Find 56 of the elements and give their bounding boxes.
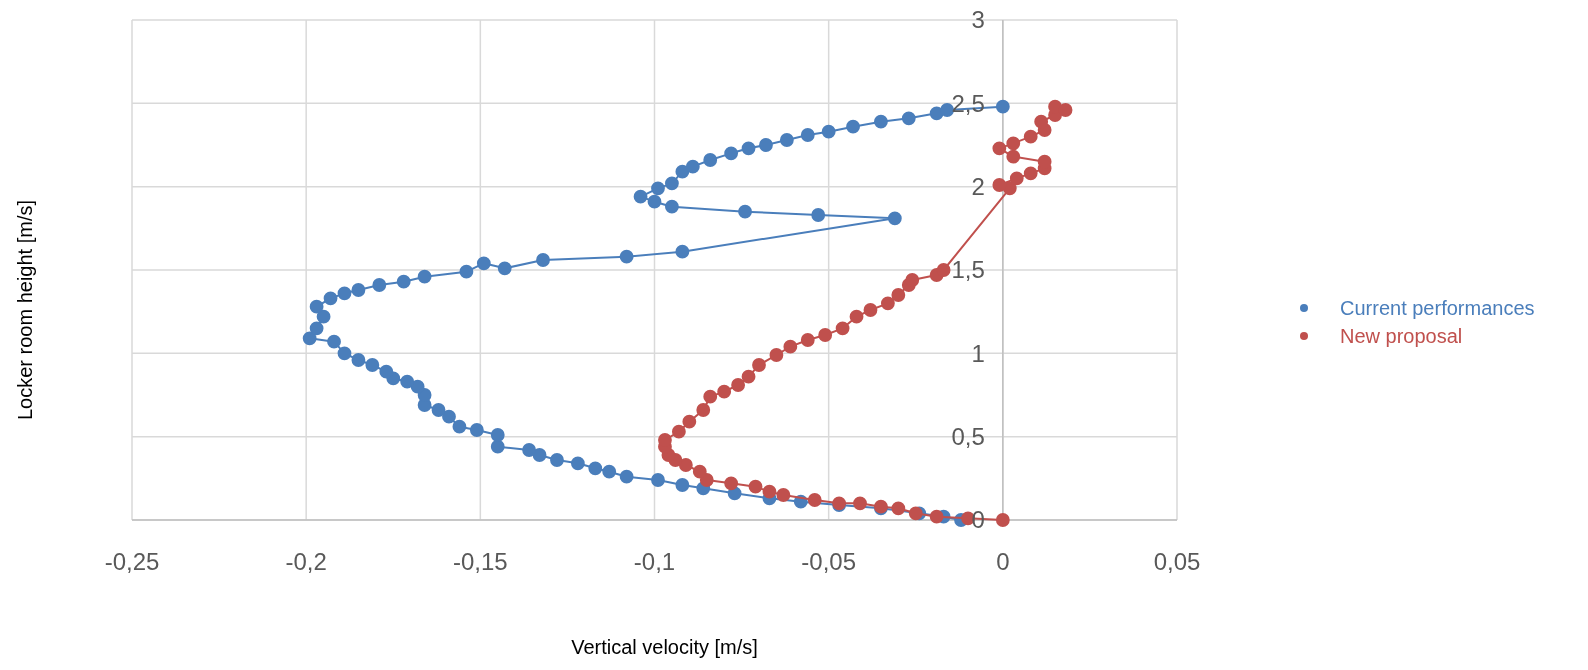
point (1034, 114, 1049, 129)
y-tick-label: 3 (971, 6, 985, 34)
point (849, 309, 864, 324)
point (696, 403, 711, 417)
point (752, 358, 766, 372)
point (678, 458, 693, 472)
point (671, 424, 686, 439)
point (776, 488, 791, 502)
x-tick-label: 0 (996, 548, 1010, 575)
point (741, 369, 756, 384)
legend-label: Current performances (1340, 297, 1535, 319)
y-axis-title: Locker room height [m/s] (14, 199, 36, 421)
point (908, 506, 923, 521)
y-tick-label: 2 (971, 173, 985, 201)
point (703, 389, 718, 404)
point (748, 479, 763, 494)
x-tick-label: -0,1 (633, 548, 676, 575)
legend-label: New proposal (1340, 325, 1463, 347)
point (762, 484, 777, 499)
x-tick-label: -0,2 (285, 548, 327, 575)
x-axis-title: Vertical velocity [m/s] (571, 636, 758, 658)
x-tick-label: -0,15 (452, 548, 508, 575)
point (800, 333, 815, 347)
point (853, 496, 867, 511)
point (995, 513, 1010, 527)
y-tick-label: 1,5 (951, 256, 985, 284)
point (1058, 103, 1073, 117)
x-tick-label: 0,05 (1153, 548, 1201, 575)
point (1006, 136, 1021, 151)
point (891, 501, 906, 516)
point (1023, 129, 1038, 144)
point (929, 509, 944, 524)
point (731, 378, 746, 392)
point (807, 493, 822, 507)
point (936, 263, 951, 277)
point (992, 141, 1007, 156)
point (1023, 166, 1038, 181)
point (835, 321, 850, 336)
point (717, 384, 732, 399)
point (682, 414, 697, 429)
point (769, 348, 784, 362)
point (880, 296, 895, 311)
point (1009, 171, 1024, 186)
point (818, 328, 833, 342)
point (692, 464, 707, 479)
y-tick-label: 1 (971, 339, 985, 367)
x-tick-label: -0,05 (801, 548, 857, 575)
point (783, 339, 798, 354)
point (992, 178, 1007, 192)
point (891, 288, 906, 302)
point (1006, 149, 1021, 164)
point (863, 303, 878, 317)
x-tick-label: -0,25 (104, 548, 160, 575)
point (905, 273, 920, 287)
y-tick-label: 0,5 (951, 423, 985, 451)
point (724, 476, 739, 491)
